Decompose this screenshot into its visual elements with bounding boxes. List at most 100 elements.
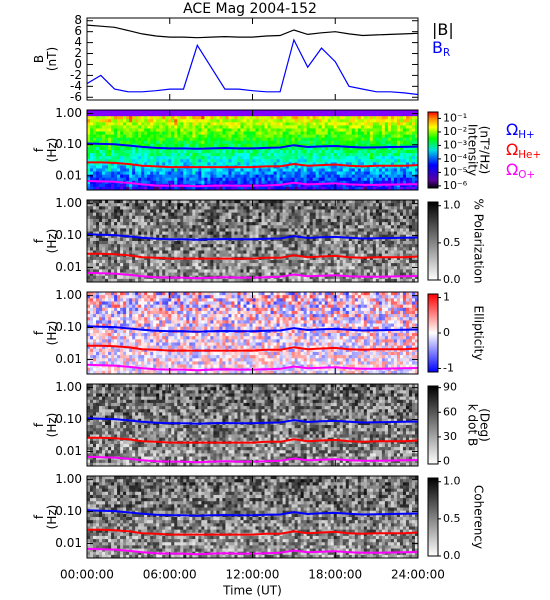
spectrogram-cell [237,110,241,114]
spectrogram-cell [126,113,130,117]
spectrogram-cell [216,215,220,220]
spectrogram-cell [318,209,323,214]
spectrogram-cell [201,263,205,267]
spectrogram-cell [315,116,320,120]
spectrogram-cell [105,174,109,179]
spectrogram-cell [279,177,283,182]
spectrogram-cell [327,150,332,154]
spectrogram-cell [126,159,130,163]
spectrogram-cell [231,253,235,258]
spectrogram-cell [330,159,335,163]
spectrogram-cell [411,137,416,142]
spectrogram-cell [195,110,199,114]
spectrogram-cell [285,212,290,217]
spectrogram-cell [141,116,145,120]
spectrogram-cell [270,222,274,226]
spectrogram-cell [159,247,163,251]
spectrogram-cell [144,259,148,264]
spectrogram-cell [90,134,94,139]
spectrogram-cell [276,266,280,270]
spectrogram-cell [318,186,323,190]
spectrogram-cell [174,272,178,277]
spectrogram-cell [357,119,362,123]
spectrogram-cell [123,206,127,210]
spectrogram-cell [267,174,271,179]
spectrogram-cell [390,156,395,160]
spectrogram-cell [156,209,160,214]
spectrogram-cell [99,228,103,232]
spectrogram-cell [171,218,175,223]
spectrogram-cell [366,113,371,117]
spectrogram-cell [282,275,286,280]
spectrogram-cell [90,206,94,210]
spectrogram-cell [150,146,154,151]
spectrogram-cell [255,143,259,148]
spectrogram-cell [186,140,190,145]
spectrogram-cell [162,128,166,132]
spectrogram-cell [291,241,296,245]
spectrogram-cell [270,203,274,207]
spectrogram-cell [369,159,374,163]
spectrogram-cell [399,150,404,154]
spectrogram-cell [381,116,386,120]
spectrogram-cell [102,218,106,223]
spectrogram-cell [345,183,350,188]
spectrogram-cell [378,119,383,123]
spectrogram-cell [132,275,136,280]
spectrogram-cell [168,119,172,123]
spectrogram-cell [243,180,247,185]
spectrogram-cell [180,272,184,277]
spectrogram-cell [237,159,241,163]
spectrogram-cell [357,162,362,166]
spectrogram-cell [102,183,106,188]
spectrogram-cell [159,131,163,136]
spectrogram-cell [162,150,166,154]
spectrogram-cell [393,156,398,160]
spectrogram-cell [117,225,121,229]
spectrogram-cell [147,113,151,117]
spectrogram-cell [279,234,283,239]
spectrogram-cell [174,140,178,145]
spectrogram-cell [156,156,160,160]
spectrogram-cell [300,256,305,261]
spectrogram-cell [303,174,308,179]
spectrogram-cell [309,212,314,217]
spectrogram-cell [147,180,151,185]
spectrogram-cell [93,137,97,142]
spectrogram-cell [177,215,181,220]
spectrogram-cell [267,110,271,114]
spectrogram-cell [147,159,151,163]
spectrogram-cell [99,110,103,114]
spectrogram-cell [192,218,196,223]
spectrogram-cell [378,113,383,117]
spectrogram-cell [408,143,413,148]
spectrogram-cell [378,162,383,166]
spectrogram-cell [282,113,286,117]
spectrogram-cell [189,180,193,185]
spectrogram-cell [192,119,196,123]
spectrogram-cell [297,275,302,280]
spectrogram-cell [129,206,133,210]
spectrogram-cell [315,153,320,157]
spectrogram-cell [159,137,163,142]
spectrogram-cell [180,231,184,236]
spectrogram-cell [216,140,220,145]
spectrogram-cell [204,162,208,166]
spectrogram-cell [306,209,311,214]
spectrogram-cell [90,215,94,220]
spectrogram-cell [378,125,383,129]
spectrogram-cell [243,162,247,166]
spectrogram-cell [135,183,139,188]
spectrogram-cell [264,180,268,185]
spectrogram-cell [354,146,359,151]
spectrogram-cell [366,140,371,145]
spectrogram-cell [99,183,103,188]
spectrogram-cell [237,269,241,273]
spectrogram-cell [99,116,103,120]
spectrogram-cell [258,171,262,176]
spectrogram-cell [285,180,290,185]
spectrogram-cell [285,186,290,190]
spectrogram-cell [276,228,280,232]
spectrogram-cell [261,215,265,220]
spectrogram-cell [123,244,127,248]
